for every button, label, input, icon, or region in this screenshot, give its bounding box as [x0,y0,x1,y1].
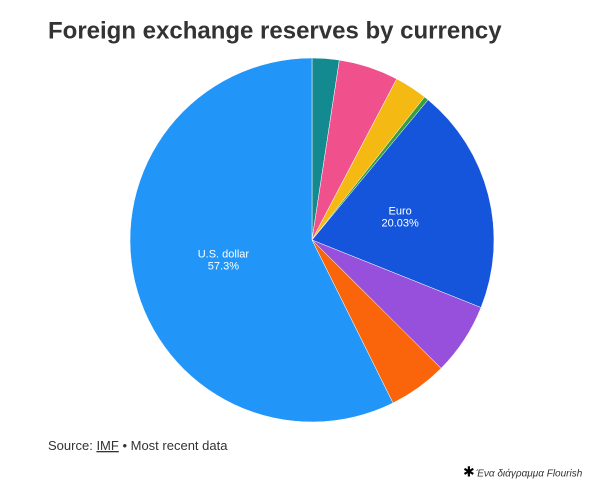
slice [129,57,394,423]
slice-value: 57.3% [208,261,239,273]
slice-value: 20.03% [382,217,420,229]
credit[interactable]: Ένα διάγραμμα Flourish [476,468,583,480]
credit-icon: ✱ [463,464,475,480]
slice-label: Euro [389,205,412,217]
source-prefix: Source: [48,438,93,453]
source-link[interactable]: IMF [96,438,118,453]
chart-title: Foreign exchange reserves by currency [48,17,502,44]
slice [311,99,495,308]
slice-label: U.S. dollar [198,249,250,261]
source-suffix: • Most recent data [122,438,228,453]
source: Source: IMF • Most recent data [48,438,228,453]
